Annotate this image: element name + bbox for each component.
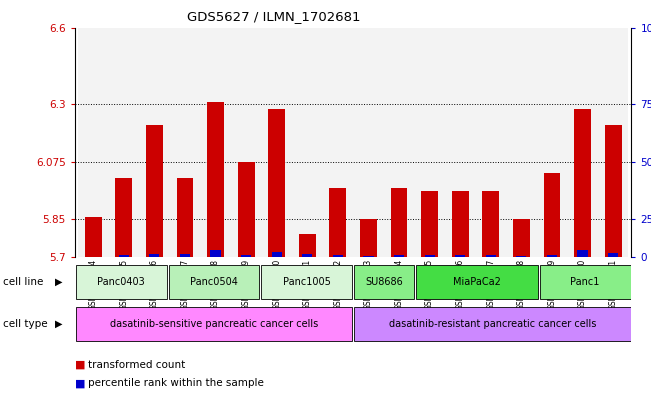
Bar [516, 256, 527, 257]
Bar [149, 254, 159, 257]
Bar [169, 265, 260, 299]
Bar [207, 101, 224, 257]
Bar [146, 125, 163, 257]
Bar [506, 28, 536, 257]
Text: dasatinib-resistant pancreatic cancer cells: dasatinib-resistant pancreatic cancer ce… [389, 319, 596, 329]
Bar [608, 253, 618, 257]
Bar [261, 265, 352, 299]
Bar [76, 265, 167, 299]
Bar [455, 255, 465, 257]
Bar [577, 250, 588, 257]
Bar [353, 28, 383, 257]
Bar [475, 28, 506, 257]
Bar [574, 109, 591, 257]
Text: Panc1: Panc1 [570, 277, 600, 287]
Bar [268, 109, 285, 257]
Bar [262, 28, 292, 257]
Bar [567, 28, 598, 257]
Bar [76, 307, 352, 341]
Bar [414, 28, 445, 257]
Bar [452, 191, 469, 257]
Bar [513, 219, 530, 257]
Bar [118, 255, 129, 257]
Bar [271, 252, 282, 257]
Text: SU8686: SU8686 [365, 277, 403, 287]
Bar [544, 173, 561, 257]
Text: transformed count: transformed count [88, 360, 185, 370]
Bar [605, 125, 622, 257]
Bar [391, 189, 408, 257]
Bar [231, 28, 262, 257]
Bar [238, 162, 255, 257]
Bar [536, 28, 567, 257]
Bar [547, 255, 557, 257]
Text: ■: ■ [75, 378, 85, 388]
Text: ■: ■ [75, 360, 85, 370]
Bar [323, 28, 353, 257]
Text: Panc0504: Panc0504 [190, 277, 238, 287]
Bar [354, 265, 414, 299]
Bar [421, 191, 438, 257]
Text: Panc0403: Panc0403 [98, 277, 145, 287]
Bar [292, 28, 323, 257]
Bar [302, 254, 312, 257]
Bar [170, 28, 201, 257]
Text: dasatinib-sensitive pancreatic cancer cells: dasatinib-sensitive pancreatic cancer ce… [110, 319, 318, 329]
Bar [78, 28, 109, 257]
Bar [329, 189, 346, 257]
Text: ▶: ▶ [55, 319, 62, 329]
Bar [383, 28, 414, 257]
Bar [180, 254, 190, 257]
Bar [360, 219, 377, 257]
Bar [109, 28, 139, 257]
Bar [424, 255, 435, 257]
Bar [486, 255, 496, 257]
Text: cell line: cell line [3, 277, 44, 287]
Text: MiaPaCa2: MiaPaCa2 [453, 277, 501, 287]
Bar [333, 255, 343, 257]
Bar [299, 234, 316, 257]
Bar [354, 307, 631, 341]
Bar [139, 28, 170, 257]
Text: Panc1005: Panc1005 [283, 277, 331, 287]
Bar [176, 178, 193, 257]
Text: percentile rank within the sample: percentile rank within the sample [88, 378, 264, 388]
Bar [540, 265, 631, 299]
Bar [85, 217, 102, 257]
Bar [241, 255, 251, 257]
Bar [115, 178, 132, 257]
Bar [482, 191, 499, 257]
Text: cell type: cell type [3, 319, 48, 329]
Bar [445, 28, 475, 257]
Text: GDS5627 / ILMN_1702681: GDS5627 / ILMN_1702681 [187, 10, 360, 23]
Bar [598, 28, 628, 257]
Bar [201, 28, 231, 257]
Bar [363, 256, 374, 257]
Text: ▶: ▶ [55, 277, 62, 287]
Bar [416, 265, 538, 299]
Bar [394, 255, 404, 257]
Bar [210, 250, 221, 257]
